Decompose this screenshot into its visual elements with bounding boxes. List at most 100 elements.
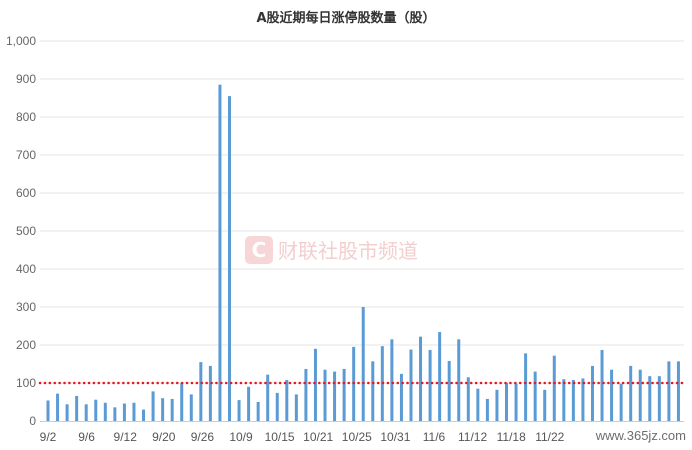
bar: [409, 349, 413, 421]
bar: [562, 379, 566, 421]
bar: [218, 84, 222, 421]
bar: [189, 394, 193, 421]
bar: [256, 402, 260, 421]
bar: [447, 360, 451, 421]
bar: [46, 400, 50, 421]
x-tick-label: 11/6: [423, 430, 446, 444]
bar: [399, 373, 403, 421]
bar: [514, 383, 518, 421]
x-tick-label: 10/15: [265, 430, 295, 444]
y-tick-label: 0: [29, 414, 36, 428]
bar: [237, 400, 241, 421]
bar: [505, 383, 509, 421]
bar: [495, 389, 499, 421]
bar: [638, 369, 642, 421]
x-tick-label: 11/18: [497, 430, 526, 444]
y-tick-label: 700: [16, 148, 36, 162]
y-tick-label: 400: [16, 262, 36, 276]
bar: [142, 409, 146, 421]
x-tick-label: 9/26: [191, 430, 215, 444]
x-tick-label: 10/31: [380, 430, 410, 444]
y-tick-label: 300: [16, 300, 36, 314]
bar: [285, 379, 289, 421]
bar: [619, 383, 623, 421]
y-tick-label: 600: [16, 186, 36, 200]
bar: [313, 348, 317, 421]
bar: [94, 399, 98, 421]
bar: [170, 398, 174, 421]
bar: [438, 332, 442, 421]
watermark-center: C 财联社股市频道: [245, 236, 418, 264]
bar: [199, 362, 203, 421]
bar: [590, 365, 594, 421]
bar: [610, 369, 614, 421]
x-tick-label: 11/12: [458, 430, 487, 444]
bar: [600, 349, 604, 421]
watermark-brand: 财联社股市频道: [278, 239, 418, 263]
watermark-logo-text: C: [252, 238, 267, 262]
bar: [667, 361, 671, 421]
y-tick-label: 500: [16, 224, 36, 238]
bar: [266, 374, 270, 421]
bar: [227, 96, 231, 421]
bar: [419, 336, 423, 421]
bar: [65, 404, 69, 421]
bar: [629, 365, 633, 421]
bar: [75, 395, 79, 421]
bar: [428, 349, 432, 421]
bar: [581, 378, 585, 421]
y-tick-label: 1,000: [6, 34, 36, 48]
bar: [208, 365, 212, 421]
y-tick-label: 900: [16, 72, 36, 86]
bar: [113, 407, 117, 421]
bar: [676, 361, 680, 421]
y-axis-ticks: 0 100 200 300 400 500 600 700 800 900 1,000: [6, 34, 36, 428]
bar: [466, 377, 470, 421]
bar: [333, 371, 337, 421]
bar: [524, 353, 528, 421]
y-tick-label: 800: [16, 110, 36, 124]
y-tick-label: 100: [16, 376, 36, 390]
bar: [657, 376, 661, 421]
gridlines: [40, 40, 684, 384]
bar: [103, 402, 107, 421]
bar: [457, 339, 461, 421]
x-tick-label: 9/2: [40, 430, 57, 444]
watermark-site: www.365jz.com: [595, 428, 686, 443]
bar: [304, 368, 308, 421]
bar: [323, 369, 327, 421]
bar: [543, 389, 547, 421]
chart-title: A股近期每日涨停股数量（股）: [256, 10, 435, 26]
bar: [84, 404, 88, 421]
y-tick-label: 200: [16, 338, 36, 352]
x-tick-label: 9/6: [78, 430, 95, 444]
bar: [151, 391, 155, 421]
bar: [648, 376, 652, 421]
x-tick-label: 11/22: [535, 430, 564, 444]
bar: [485, 398, 489, 421]
bar: [476, 388, 480, 421]
bar: [56, 393, 60, 421]
bar: [180, 383, 184, 421]
bar: [533, 371, 537, 421]
bar: [552, 355, 556, 421]
x-tick-label: 10/9: [229, 430, 253, 444]
bar: [122, 403, 126, 421]
bar: [161, 398, 165, 421]
bar: [390, 339, 394, 421]
watermark-logo-icon: [245, 236, 273, 264]
x-tick-label: 10/21: [303, 430, 333, 444]
x-axis-ticks: 9/2 9/6 9/12 9/20 9/26 10/9 10/15 10/21 10/25 10/…: [40, 430, 565, 444]
x-tick-label: 9/20: [152, 430, 176, 444]
bar: [132, 402, 136, 421]
bar: [342, 368, 346, 421]
bar: [275, 392, 279, 421]
bar: [247, 386, 251, 421]
bar: [294, 394, 298, 421]
bar: [571, 379, 575, 421]
x-tick-label: 10/25: [342, 430, 372, 444]
x-tick-label: 9/12: [114, 430, 138, 444]
bar: [371, 361, 375, 421]
bars: [46, 84, 680, 421]
